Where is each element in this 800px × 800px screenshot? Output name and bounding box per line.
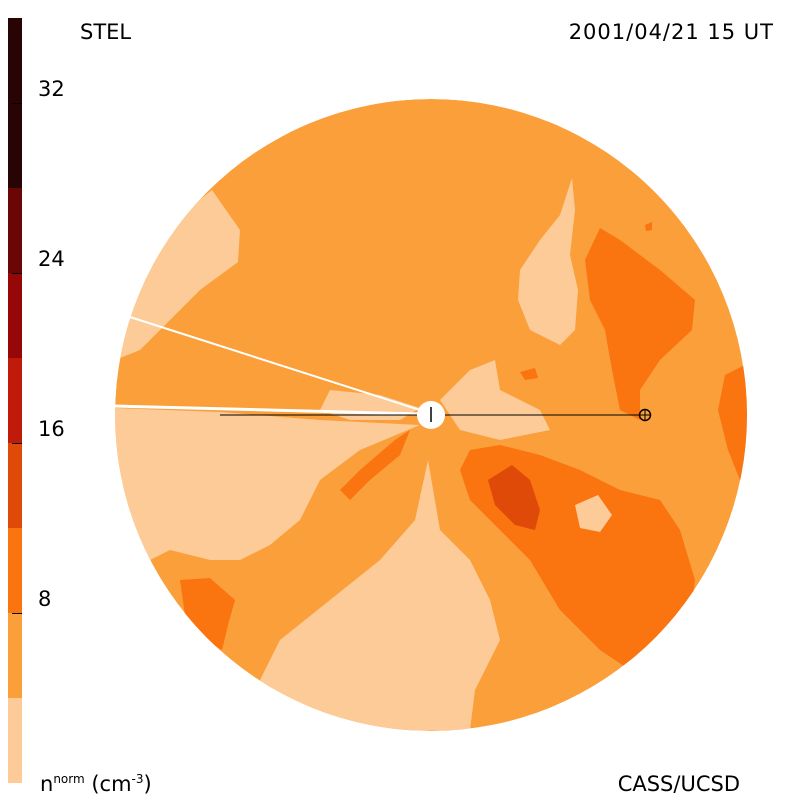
color-scale-segment xyxy=(8,358,22,443)
data-gap-line-upper xyxy=(129,316,421,411)
credit-label: CASS/UCSD xyxy=(617,772,740,796)
contour-low-south xyxy=(260,460,500,731)
color-scale-segment xyxy=(8,613,22,698)
color-scale-tick xyxy=(12,103,22,104)
color-scale-segment xyxy=(8,698,22,783)
color-scale-tick xyxy=(12,443,22,444)
contour-low-west-upper xyxy=(115,190,240,360)
data-gap-line-lower xyxy=(114,404,421,416)
contour-mid-north-east-speck xyxy=(645,222,652,231)
sun-disk-icon xyxy=(417,401,445,429)
contour-mid-south-west xyxy=(180,578,235,650)
color-scale-tick-label: 32 xyxy=(38,77,65,101)
units-label: nnorm (cm-3) xyxy=(40,772,152,796)
contour-mid-center xyxy=(340,430,410,500)
contour-mid-north-east xyxy=(585,228,695,420)
contour-mid-east-edge xyxy=(718,365,747,480)
color-scale-segment xyxy=(8,528,22,613)
color-scale-tick xyxy=(12,613,22,614)
color-scale-tick-label: 24 xyxy=(38,247,65,271)
color-scale-tick-label: 8 xyxy=(38,587,52,611)
observatory-label: STEL xyxy=(80,20,132,44)
contour-mid-north-patch xyxy=(520,368,538,380)
color-scale-tick xyxy=(12,273,22,274)
contour-low-north-stream xyxy=(518,178,578,345)
contour-low-south-east-hole xyxy=(575,495,612,532)
color-scale-bar: 32 24 16 8 xyxy=(8,18,65,783)
contour-low-west-lower xyxy=(115,408,420,560)
contour-low-center-east xyxy=(440,360,550,440)
color-scale-segment xyxy=(8,273,22,358)
color-scale-segment xyxy=(8,443,22,528)
color-scale-tick-label: 16 xyxy=(38,417,65,441)
contour-high-south-east-core xyxy=(488,465,540,530)
color-scale-segment xyxy=(8,188,22,273)
timestamp-label: 2001/04/21 15 UT xyxy=(568,20,774,44)
earth-crosshair-icon xyxy=(638,408,652,422)
